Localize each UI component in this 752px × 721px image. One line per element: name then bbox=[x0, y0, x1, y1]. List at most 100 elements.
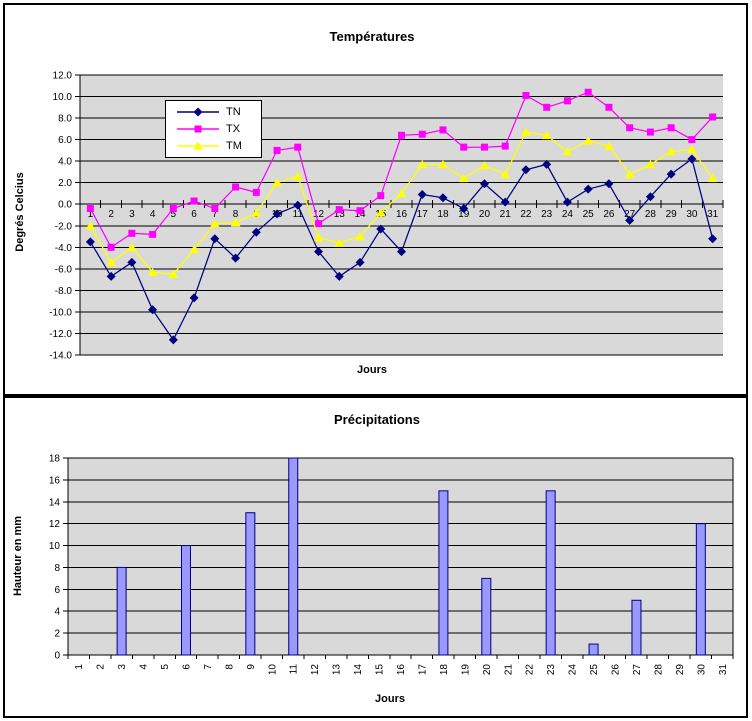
svg-text:31: 31 bbox=[718, 664, 729, 676]
svg-text:29: 29 bbox=[666, 209, 678, 220]
svg-text:23: 23 bbox=[541, 209, 553, 220]
svg-text:12: 12 bbox=[49, 519, 61, 530]
svg-text:-14.0: -14.0 bbox=[49, 351, 72, 362]
svg-text:12.0: 12.0 bbox=[53, 71, 73, 82]
temperatures-x-axis-title: Jours bbox=[357, 364, 387, 376]
svg-text:20: 20 bbox=[482, 664, 493, 676]
precipitations-x-axis-title: Jours bbox=[375, 693, 405, 705]
svg-text:6: 6 bbox=[181, 664, 192, 670]
svg-text:22: 22 bbox=[525, 664, 536, 676]
precipitations-chart: 0 2 4 6 8 10 12 14 16 18 1 2 3 4 5 6 7 8 9 10 11 12 13 14 15 16 17… bbox=[3, 396, 748, 718]
svg-text:27: 27 bbox=[624, 209, 636, 220]
temperatures-plot-area: -14.0 -12.0 -10.0 -8.0 -6.0 -4.0 -2.0 0.0 2.0 4.0… bbox=[49, 71, 724, 362]
svg-text:25: 25 bbox=[589, 664, 600, 676]
svg-text:1: 1 bbox=[88, 209, 94, 220]
svg-text:-2.0: -2.0 bbox=[55, 221, 73, 232]
svg-text:1: 1 bbox=[74, 664, 85, 670]
svg-text:22: 22 bbox=[520, 209, 532, 220]
svg-text:2.0: 2.0 bbox=[58, 178, 72, 189]
svg-text:-10.0: -10.0 bbox=[49, 307, 72, 318]
svg-text:19: 19 bbox=[458, 209, 470, 220]
legend-item-tn: TN bbox=[175, 104, 259, 120]
svg-text:-8.0: -8.0 bbox=[55, 286, 73, 297]
legend-label-tn: TN bbox=[226, 105, 241, 118]
svg-text:16: 16 bbox=[396, 664, 407, 676]
svg-text:7: 7 bbox=[212, 209, 218, 220]
svg-text:27: 27 bbox=[632, 664, 643, 676]
svg-text:12: 12 bbox=[313, 209, 325, 220]
svg-text:6: 6 bbox=[191, 209, 197, 220]
svg-text:14: 14 bbox=[49, 497, 61, 508]
svg-text:2: 2 bbox=[54, 629, 60, 640]
svg-text:20: 20 bbox=[479, 209, 491, 220]
svg-text:28: 28 bbox=[645, 209, 657, 220]
svg-text:30: 30 bbox=[696, 664, 707, 676]
svg-text:-6.0: -6.0 bbox=[55, 264, 73, 275]
svg-text:17: 17 bbox=[417, 209, 429, 220]
svg-text:10.0: 10.0 bbox=[53, 92, 73, 103]
svg-text:10: 10 bbox=[267, 664, 278, 676]
svg-text:4: 4 bbox=[54, 607, 60, 618]
svg-text:21: 21 bbox=[500, 209, 512, 220]
svg-text:11: 11 bbox=[293, 209, 304, 220]
precipitations-y-axis-title: Hauteur en mm bbox=[12, 515, 24, 597]
legend-item-tx: TX bbox=[175, 121, 259, 137]
svg-text:6.0: 6.0 bbox=[58, 135, 72, 146]
svg-text:18: 18 bbox=[439, 664, 450, 676]
temperatures-chart: -14.0 -12.0 -10.0 -8.0 -6.0 -4.0 -2.0 0.0 2.0 4.0… bbox=[3, 3, 748, 396]
svg-text:21: 21 bbox=[503, 664, 514, 676]
svg-text:28: 28 bbox=[653, 664, 664, 676]
svg-text:0: 0 bbox=[54, 651, 60, 662]
svg-text:5: 5 bbox=[160, 664, 171, 670]
svg-text:12: 12 bbox=[310, 664, 321, 676]
svg-text:3: 3 bbox=[129, 209, 135, 220]
svg-text:4: 4 bbox=[139, 664, 150, 670]
svg-text:2: 2 bbox=[96, 664, 107, 670]
tm-series-marker-icon bbox=[177, 141, 219, 150]
legend-label-tx: TX bbox=[226, 122, 241, 135]
svg-text:13: 13 bbox=[334, 209, 346, 220]
svg-text:19: 19 bbox=[460, 664, 471, 676]
svg-text:24: 24 bbox=[568, 664, 579, 676]
svg-text:29: 29 bbox=[675, 664, 686, 676]
svg-text:15: 15 bbox=[375, 664, 386, 676]
svg-text:9: 9 bbox=[246, 664, 257, 670]
svg-text:8: 8 bbox=[54, 563, 60, 574]
svg-text:8: 8 bbox=[233, 209, 239, 220]
svg-text:18: 18 bbox=[49, 454, 61, 465]
svg-text:7: 7 bbox=[203, 664, 214, 670]
svg-text:8: 8 bbox=[224, 664, 235, 670]
svg-text:24: 24 bbox=[562, 209, 574, 220]
svg-text:0.0: 0.0 bbox=[58, 200, 72, 211]
legend-label-tm: TM bbox=[226, 139, 242, 152]
svg-text:-4.0: -4.0 bbox=[55, 243, 73, 254]
tx-series-marker-icon bbox=[177, 125, 219, 133]
svg-text:16: 16 bbox=[49, 475, 61, 486]
svg-text:3: 3 bbox=[117, 664, 128, 670]
svg-text:11: 11 bbox=[289, 664, 300, 675]
legend-item-tm: TM bbox=[175, 138, 259, 154]
svg-text:14: 14 bbox=[354, 209, 366, 220]
svg-text:4: 4 bbox=[150, 209, 156, 220]
svg-text:31: 31 bbox=[707, 209, 719, 220]
svg-text:14: 14 bbox=[353, 664, 364, 676]
svg-text:-12.0: -12.0 bbox=[49, 329, 72, 340]
temperatures-y-axis-title: Degrés Celcius bbox=[14, 172, 26, 252]
svg-text:5: 5 bbox=[171, 209, 177, 220]
svg-text:17: 17 bbox=[417, 664, 428, 676]
svg-text:18: 18 bbox=[437, 209, 449, 220]
svg-text:26: 26 bbox=[603, 209, 615, 220]
svg-text:16: 16 bbox=[396, 209, 408, 220]
temperatures-legend: TN TX TM bbox=[165, 100, 262, 158]
svg-text:6: 6 bbox=[54, 585, 60, 596]
svg-text:30: 30 bbox=[686, 209, 698, 220]
svg-text:13: 13 bbox=[332, 664, 343, 676]
svg-text:26: 26 bbox=[611, 664, 622, 676]
svg-text:2: 2 bbox=[108, 209, 114, 220]
svg-text:4.0: 4.0 bbox=[58, 157, 72, 168]
svg-text:23: 23 bbox=[546, 664, 557, 676]
svg-text:10: 10 bbox=[49, 541, 61, 552]
svg-text:8.0: 8.0 bbox=[58, 114, 72, 125]
svg-text:25: 25 bbox=[583, 209, 595, 220]
